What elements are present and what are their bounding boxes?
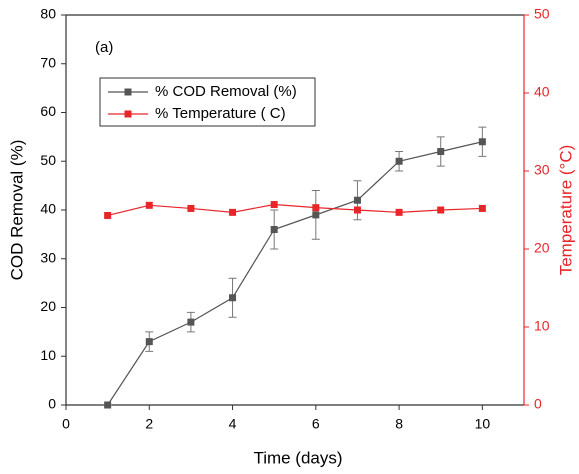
y-axis-title: COD Removal (%): [7, 140, 26, 281]
y2-axis-title: Temperature (°C): [556, 145, 575, 276]
series-line: [107, 203, 483, 217]
y-tick-label: 60: [40, 103, 56, 119]
legend-label: % Temperature ( C): [155, 105, 286, 122]
data-point: [478, 138, 486, 146]
y-tick-label: 40: [40, 201, 56, 217]
legend-marker: [124, 88, 132, 96]
y2-tick-label: 10: [534, 318, 550, 334]
y-tick-label: 0: [48, 396, 56, 412]
annotation: (a): [95, 39, 113, 56]
data-point: [145, 201, 153, 209]
y-tick-label: 20: [40, 298, 56, 314]
data-point: [104, 401, 112, 409]
x-tick-label: 8: [395, 416, 403, 432]
y2-tick-label: 30: [534, 162, 550, 178]
legend-marker: [124, 110, 132, 118]
data-point: [353, 196, 361, 204]
y2-tick-label: 20: [534, 240, 550, 256]
y-tick-label: 70: [40, 54, 56, 70]
data-point: [312, 211, 320, 219]
data-point: [187, 318, 195, 326]
data-point: [312, 204, 320, 212]
data-point: [437, 148, 445, 155]
y2-tick-label: 0: [534, 396, 542, 412]
series-line: [107, 141, 483, 406]
data-point: [437, 206, 445, 214]
x-tick-label: 2: [145, 416, 153, 432]
data-point: [187, 204, 195, 212]
data-point: [229, 294, 237, 302]
data-point: [229, 208, 237, 216]
data-point: [478, 204, 486, 212]
data-point: [270, 201, 278, 209]
legend-label: % COD Removal (%): [155, 83, 297, 100]
y-tick-label: 10: [40, 347, 56, 363]
y2-tick-label: 40: [534, 84, 550, 100]
x-axis-title: Time (days): [253, 448, 342, 467]
legend-box: [99, 77, 316, 127]
y-tick-label: 50: [40, 152, 56, 168]
data-point: [145, 338, 153, 346]
data-point: [395, 208, 403, 216]
data-point: [395, 157, 403, 165]
data-point: [353, 206, 361, 214]
y2-tick-label: 50: [534, 6, 550, 22]
y-tick-label: 80: [40, 6, 56, 22]
x-tick-label: 10: [475, 416, 491, 432]
data-point: [270, 226, 278, 233]
x-tick-label: 6: [312, 416, 320, 432]
data-point: [104, 211, 112, 219]
x-tick-label: 0: [62, 416, 70, 432]
x-tick-label: 4: [229, 416, 237, 432]
y-tick-label: 30: [40, 249, 56, 265]
